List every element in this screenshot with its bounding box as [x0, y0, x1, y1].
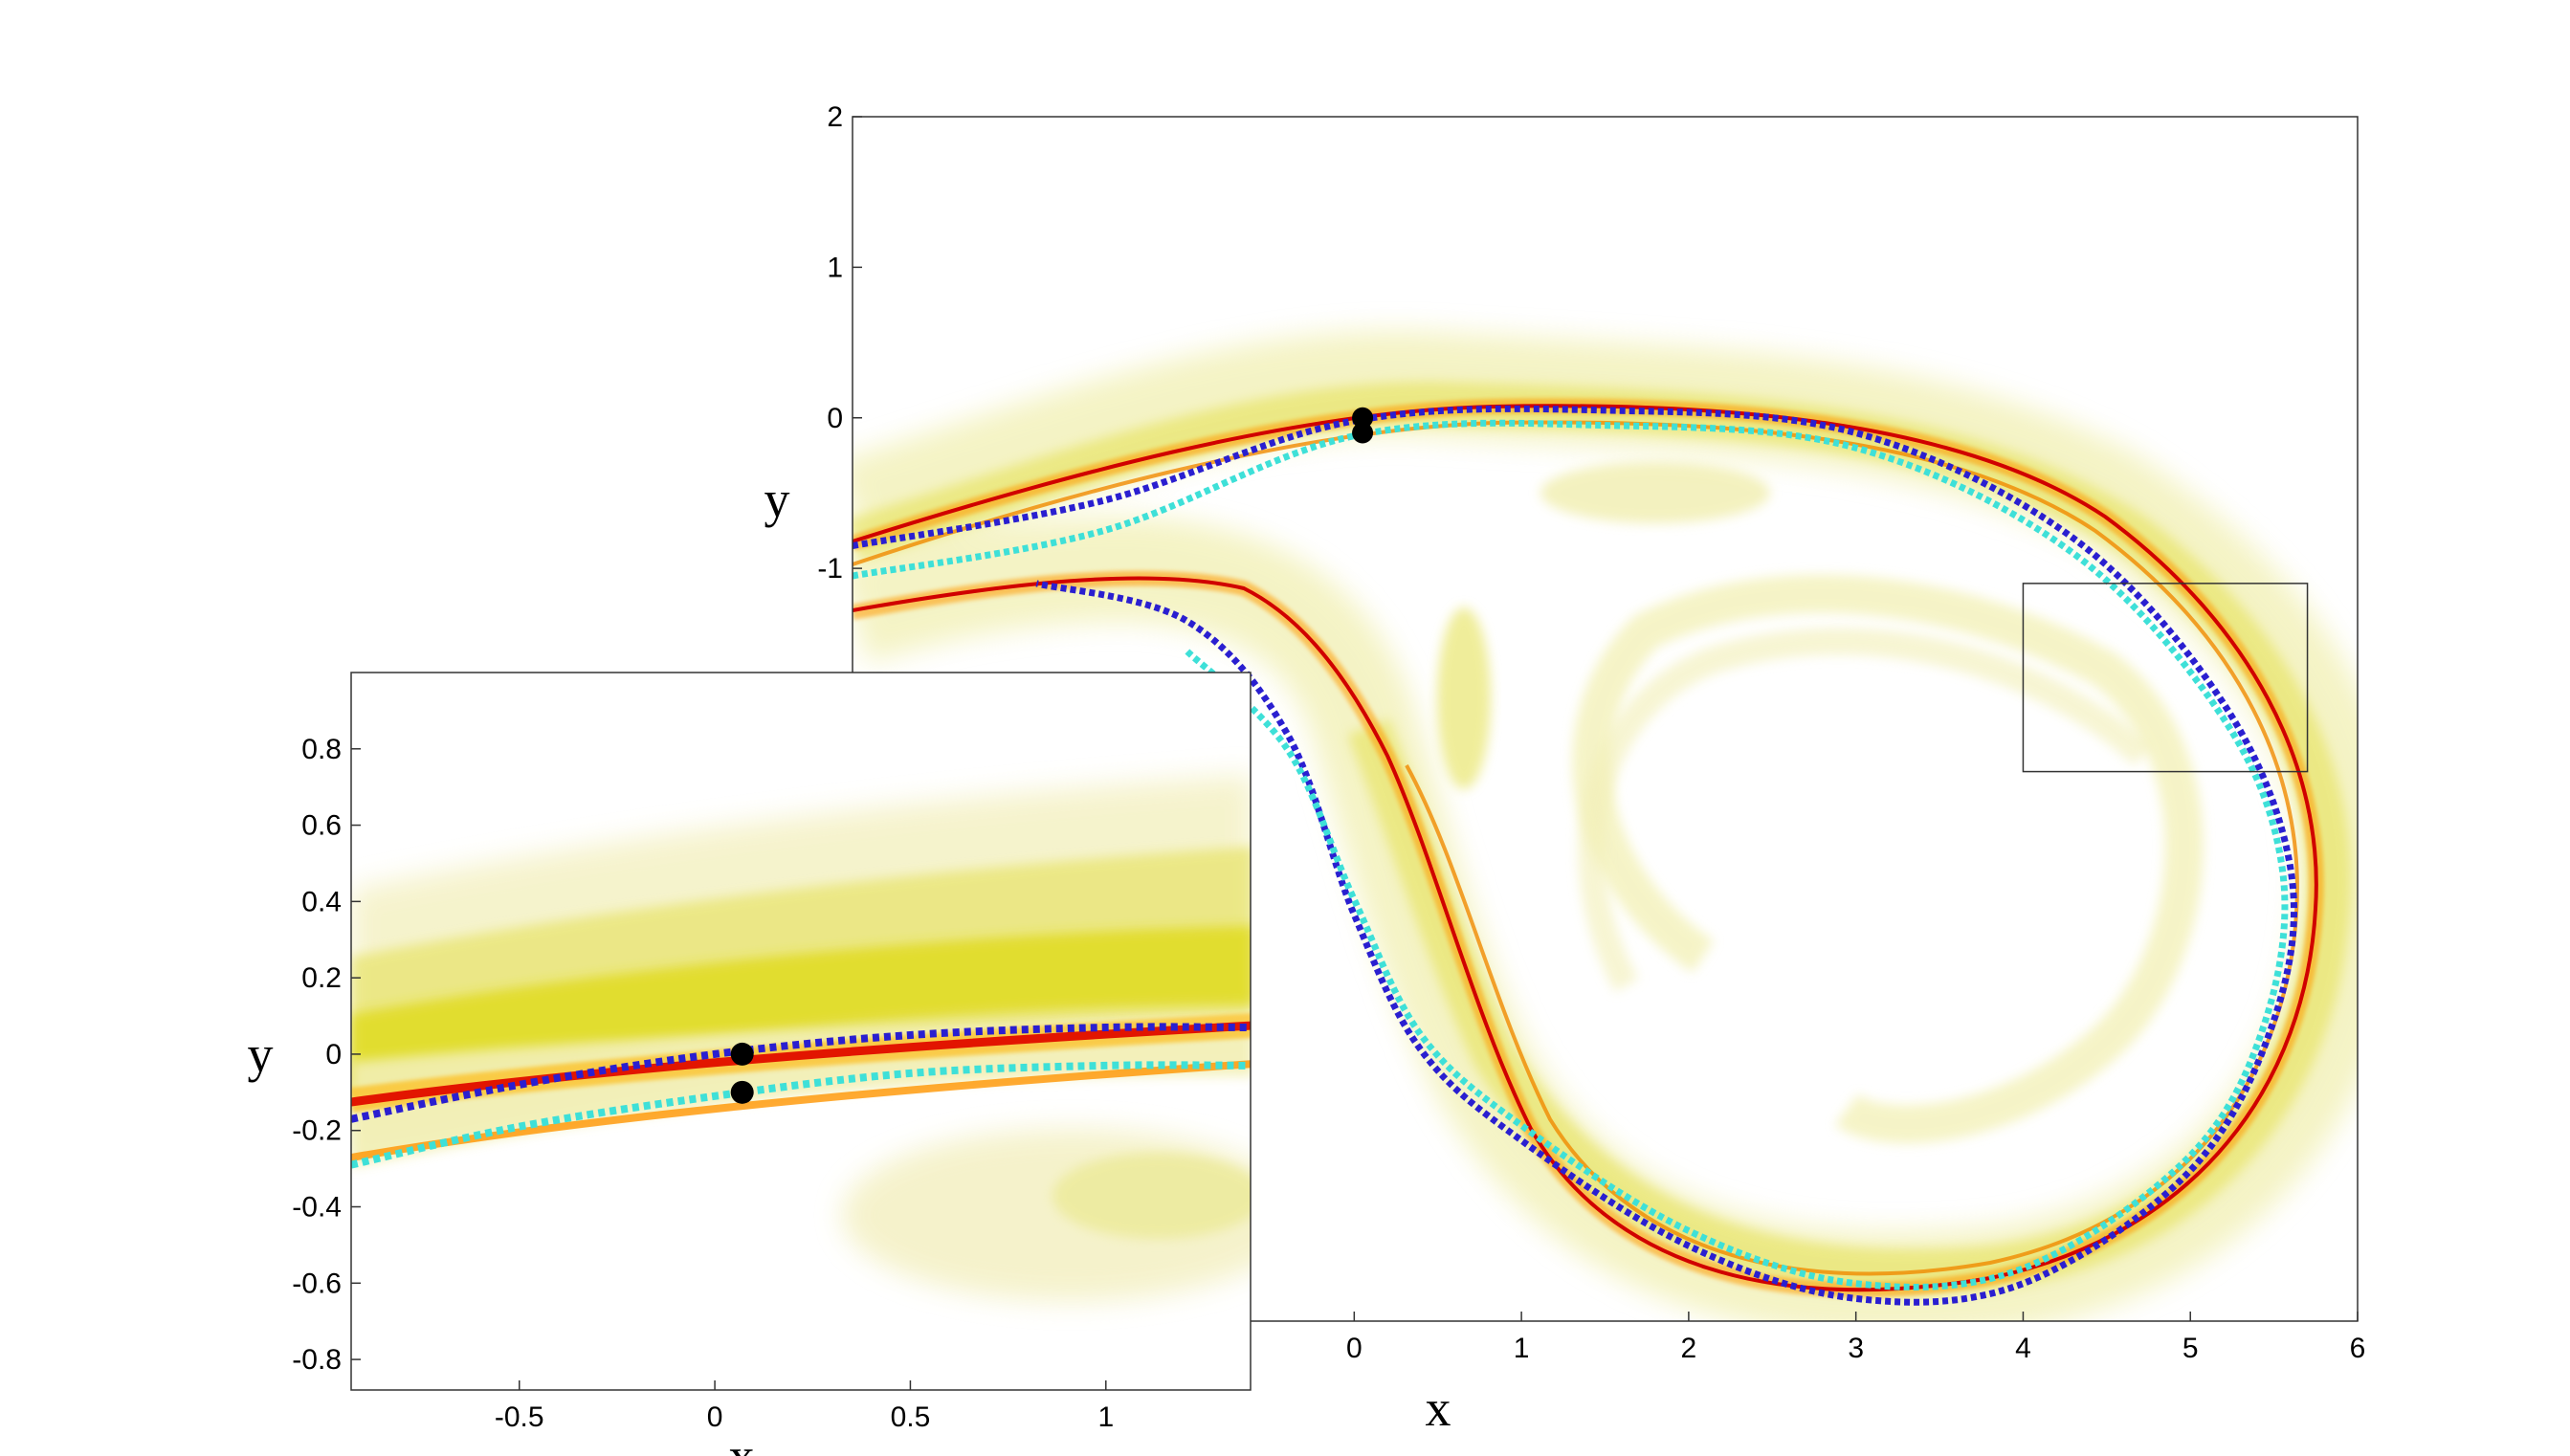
- main-points-layer: [1352, 407, 1374, 444]
- inset-y-tick-label: -0.8: [292, 1344, 342, 1376]
- inset-x-tick-label: 0.5: [891, 1401, 931, 1433]
- inset-series-2-line: [351, 1061, 1251, 1169]
- inset-y-ticks: 0.8 0.6 0.4 0.2 0 -0.2 -0.4 -0.6 -0.8: [292, 734, 361, 1376]
- inset-x-ticks: -0.5 0 0.5 1: [495, 1380, 1114, 1433]
- inset-y-tick-label: -0.4: [292, 1192, 342, 1224]
- inset-series-layer: [351, 1023, 1251, 1169]
- inset-y-tick-label: 0.2: [301, 962, 342, 994]
- main-x-tick-label: 1: [1514, 1333, 1530, 1364]
- inset-points-layer: [730, 1042, 754, 1104]
- inset-y-tick-label: 0.4: [301, 886, 342, 917]
- main-x-tick-label: 6: [2350, 1333, 2366, 1364]
- inset-x-axis-label: x: [729, 1427, 755, 1456]
- inset-plot-area: [351, 775, 1251, 1301]
- inset-chart-panel: -0.5 0 0.5 1 0.80.60.40.20-0.2-0.4-0.6-0.8 …: [248, 672, 1252, 1456]
- main-series-layer: [853, 405, 2297, 1306]
- inset-y-axis-label: y: [248, 1026, 274, 1083]
- main-x-axis-label: x: [1426, 1379, 1451, 1437]
- main-y-ticks: 2 1 0 -1: [817, 101, 862, 585]
- inset-marker-point-1: [730, 1042, 754, 1066]
- main-y-axis-label: y: [764, 471, 790, 528]
- main-ridge-lines: [853, 398, 2324, 1298]
- inset-axes-frame: [350, 672, 1252, 1391]
- main-series-2-line: [853, 419, 2289, 1291]
- inset-y-tick-label: 0.8: [301, 734, 342, 765]
- inset-contour-field: [351, 775, 1251, 1301]
- inset-series-1-line: [351, 1023, 1251, 1123]
- main-x-tick-label: 0: [1346, 1333, 1363, 1364]
- inset-y-tick-label: -0.6: [292, 1268, 342, 1299]
- main-marker-point-2: [1352, 422, 1374, 444]
- inset-x-tick-label: 1: [1097, 1401, 1114, 1433]
- inset-y-tick-label: 0: [325, 1039, 342, 1070]
- main-y-tick-label: 2: [827, 101, 843, 133]
- main-y-tick-label: -1: [817, 553, 843, 585]
- main-series-1-line: [853, 405, 2297, 1306]
- inset-marker-point-2: [730, 1080, 754, 1104]
- main-x-tick-label: 5: [2182, 1333, 2199, 1364]
- main-x-tick-label: 4: [2015, 1333, 2031, 1364]
- inset-y-tick-label: 0.6: [301, 810, 342, 842]
- main-x-tick-label: 2: [1681, 1333, 1697, 1364]
- inset-x-tick-label: 0: [707, 1401, 723, 1433]
- inset-y-tick-label: -0.2: [292, 1115, 342, 1147]
- zoom-box: [2022, 583, 2309, 773]
- inset-x-tick-label: -0.5: [495, 1401, 544, 1433]
- main-y-tick-label: 0: [827, 403, 843, 434]
- main-y-tick-label: 1: [827, 252, 843, 283]
- main-marker-point-1: [1352, 407, 1374, 429]
- main-x-tick-label: 3: [1848, 1333, 1864, 1364]
